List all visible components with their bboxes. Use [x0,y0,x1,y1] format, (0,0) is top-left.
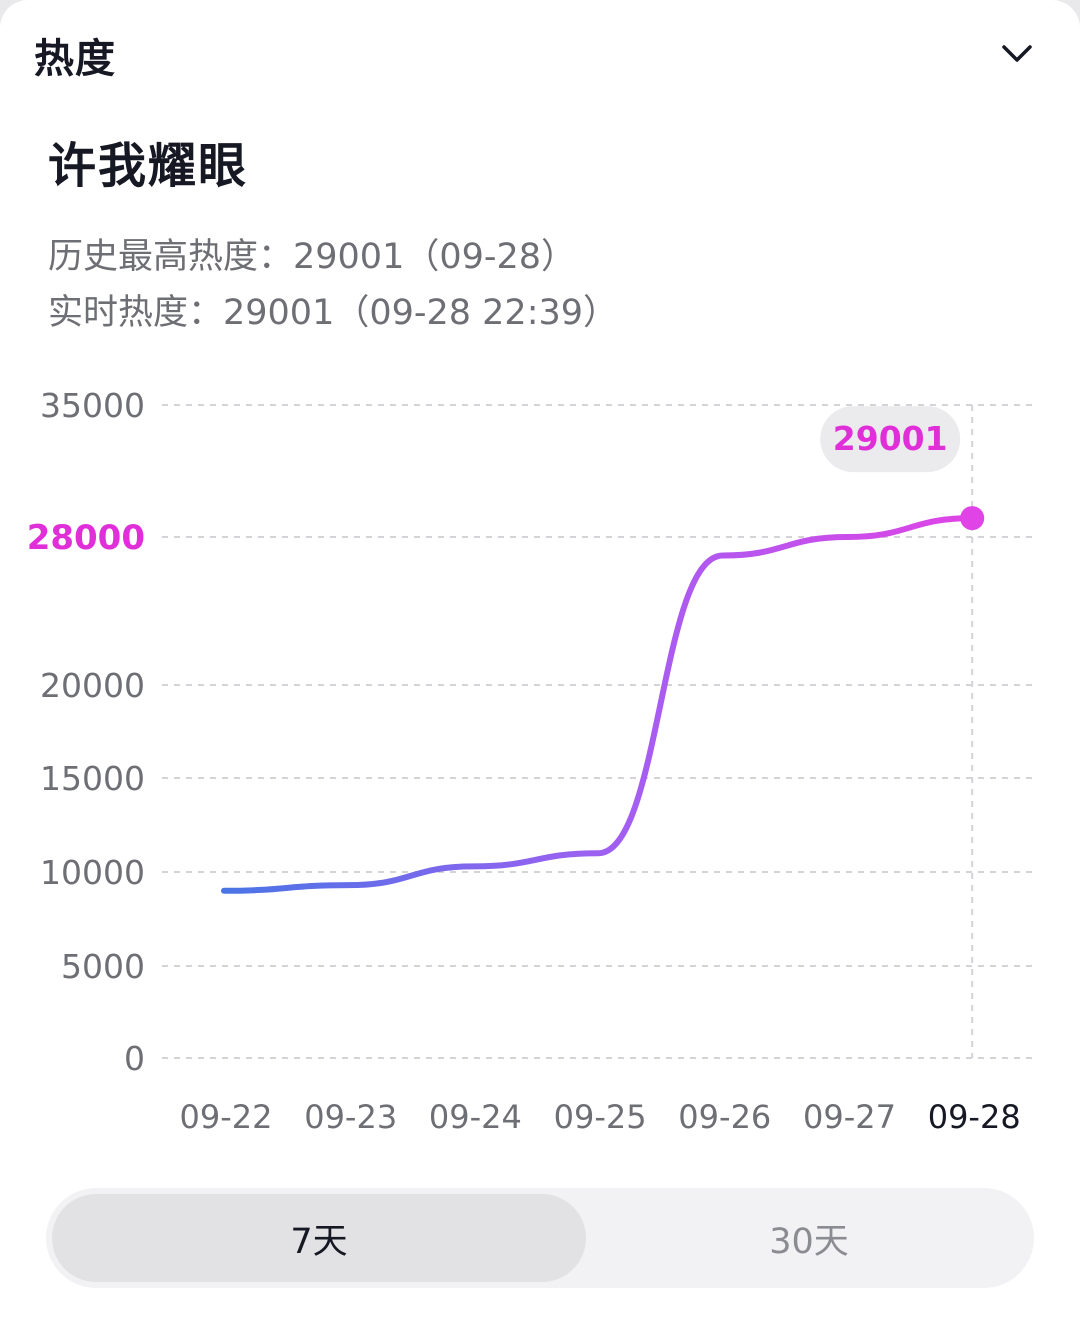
x-tick-label: 09-26 [678,1098,771,1136]
topic-title: 许我耀眼 [48,138,249,194]
tooltip-bubble [820,406,961,473]
y-tick-label: 5000 [61,947,145,986]
y-tick-label: 28000 [27,518,145,558]
series-line [221,515,976,894]
range-7-days-button[interactable]: 7天 [52,1194,586,1282]
x-tick-label: 09-25 [554,1098,647,1136]
range-30-days-button[interactable]: 30天 [769,1221,849,1262]
x-tick-label: 09-28 [928,1098,1021,1136]
y-tick-label: 20000 [40,666,145,705]
y-tick-label: 0 [124,1039,145,1078]
heat-line-chart: 35000 28000 20000 15000 10000 5000 0 29001 09-22… [27,386,1032,1136]
chevron-down-icon[interactable] [998,38,1036,68]
y-tick-label: 35000 [40,386,145,425]
y-tick-label: 15000 [40,759,145,798]
x-tick-label: 09-23 [304,1098,397,1136]
latest-point [960,506,985,531]
y-tick-label: 10000 [40,853,145,892]
x-tick-label: 09-22 [180,1098,273,1136]
x-tick-label: 09-27 [803,1098,896,1136]
tooltip-value: 29001 [833,419,948,458]
peak-heat-text: 历史最高热度：29001（09-28） [48,237,577,277]
range-toggle: 7天 30天 [46,1188,1034,1288]
x-tick-label: 09-24 [429,1098,522,1136]
section-title: 热度 [34,36,116,82]
live-heat-text: 实时热度：29001（09-28 22:39） [48,293,619,333]
